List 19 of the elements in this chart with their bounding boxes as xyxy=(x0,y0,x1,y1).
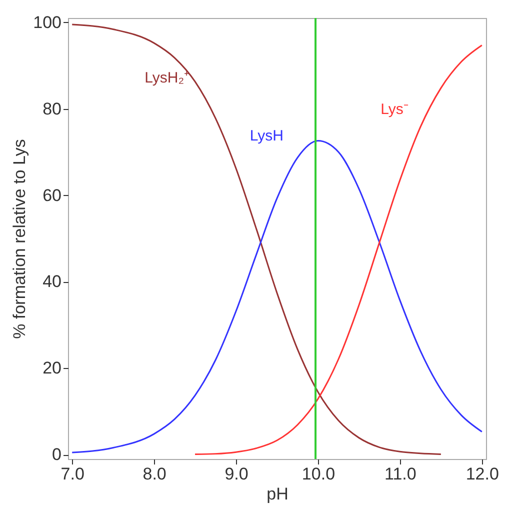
line-series xyxy=(71,24,442,455)
x-tick-label: 12.0 xyxy=(466,464,499,484)
y-tick-label: 60 xyxy=(42,186,62,205)
y-tick-label: 100 xyxy=(33,12,62,32)
series-label: Lys⁻ xyxy=(380,100,408,118)
y-tick-label: 20 xyxy=(42,358,62,378)
y-tick-label: 0 xyxy=(52,445,62,464)
line-series xyxy=(194,44,483,455)
series-label: LysH₂⁺ xyxy=(144,70,190,87)
x-axis-title: pH xyxy=(266,484,288,504)
y-tick-label: 80 xyxy=(42,99,62,118)
x-tick-label: 11.0 xyxy=(384,464,416,484)
y-tick-label: 40 xyxy=(42,272,62,292)
x-tick-label: 8.0 xyxy=(142,464,166,484)
x-tick-label: 7.0 xyxy=(60,464,84,484)
x-tick-label: 10.0 xyxy=(302,464,336,484)
series-label: LysH xyxy=(250,128,284,145)
y-axis-title: % formation relative to Lys xyxy=(10,139,30,339)
x-tick-label: 9.0 xyxy=(224,464,248,484)
